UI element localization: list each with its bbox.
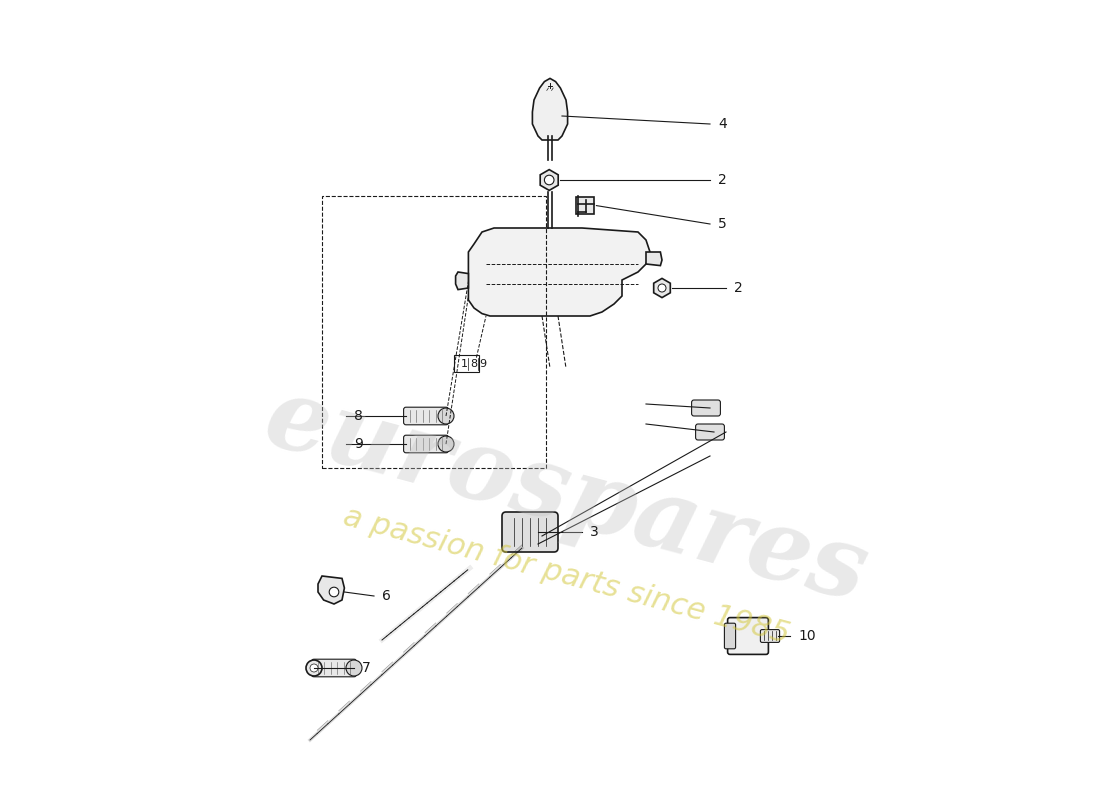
Text: 9: 9 bbox=[480, 358, 486, 369]
Circle shape bbox=[438, 408, 454, 424]
Polygon shape bbox=[653, 278, 670, 298]
Polygon shape bbox=[540, 170, 558, 190]
Polygon shape bbox=[469, 228, 650, 316]
Circle shape bbox=[346, 660, 362, 676]
Circle shape bbox=[329, 587, 339, 597]
FancyBboxPatch shape bbox=[454, 355, 478, 372]
Circle shape bbox=[544, 175, 554, 185]
Text: 2: 2 bbox=[718, 173, 727, 187]
FancyBboxPatch shape bbox=[404, 435, 449, 453]
Circle shape bbox=[658, 284, 666, 292]
Text: 7: 7 bbox=[362, 661, 371, 675]
Text: 1: 1 bbox=[461, 358, 468, 369]
Text: 8: 8 bbox=[354, 409, 363, 423]
Polygon shape bbox=[646, 252, 662, 266]
Text: 3: 3 bbox=[590, 525, 598, 539]
Text: a passion for parts since 1985: a passion for parts since 1985 bbox=[340, 502, 792, 650]
Circle shape bbox=[712, 426, 725, 438]
Text: 10: 10 bbox=[798, 629, 815, 643]
Polygon shape bbox=[318, 576, 344, 604]
Circle shape bbox=[310, 664, 318, 672]
FancyBboxPatch shape bbox=[692, 400, 720, 416]
Text: 8: 8 bbox=[470, 358, 477, 369]
FancyBboxPatch shape bbox=[695, 424, 725, 440]
Polygon shape bbox=[455, 272, 469, 290]
Circle shape bbox=[707, 402, 719, 414]
Text: 6: 6 bbox=[382, 589, 390, 603]
Text: 4: 4 bbox=[718, 117, 727, 131]
FancyBboxPatch shape bbox=[760, 630, 780, 642]
FancyBboxPatch shape bbox=[725, 623, 736, 649]
Circle shape bbox=[438, 436, 454, 452]
Circle shape bbox=[306, 660, 322, 676]
FancyBboxPatch shape bbox=[727, 618, 769, 654]
FancyBboxPatch shape bbox=[502, 512, 558, 552]
Text: 2: 2 bbox=[734, 281, 742, 295]
FancyBboxPatch shape bbox=[404, 407, 449, 425]
Text: 5: 5 bbox=[718, 217, 727, 231]
FancyBboxPatch shape bbox=[576, 197, 594, 214]
Polygon shape bbox=[532, 78, 568, 140]
FancyBboxPatch shape bbox=[311, 659, 356, 677]
Text: eurospares: eurospares bbox=[254, 370, 878, 622]
Text: 9: 9 bbox=[354, 437, 363, 451]
